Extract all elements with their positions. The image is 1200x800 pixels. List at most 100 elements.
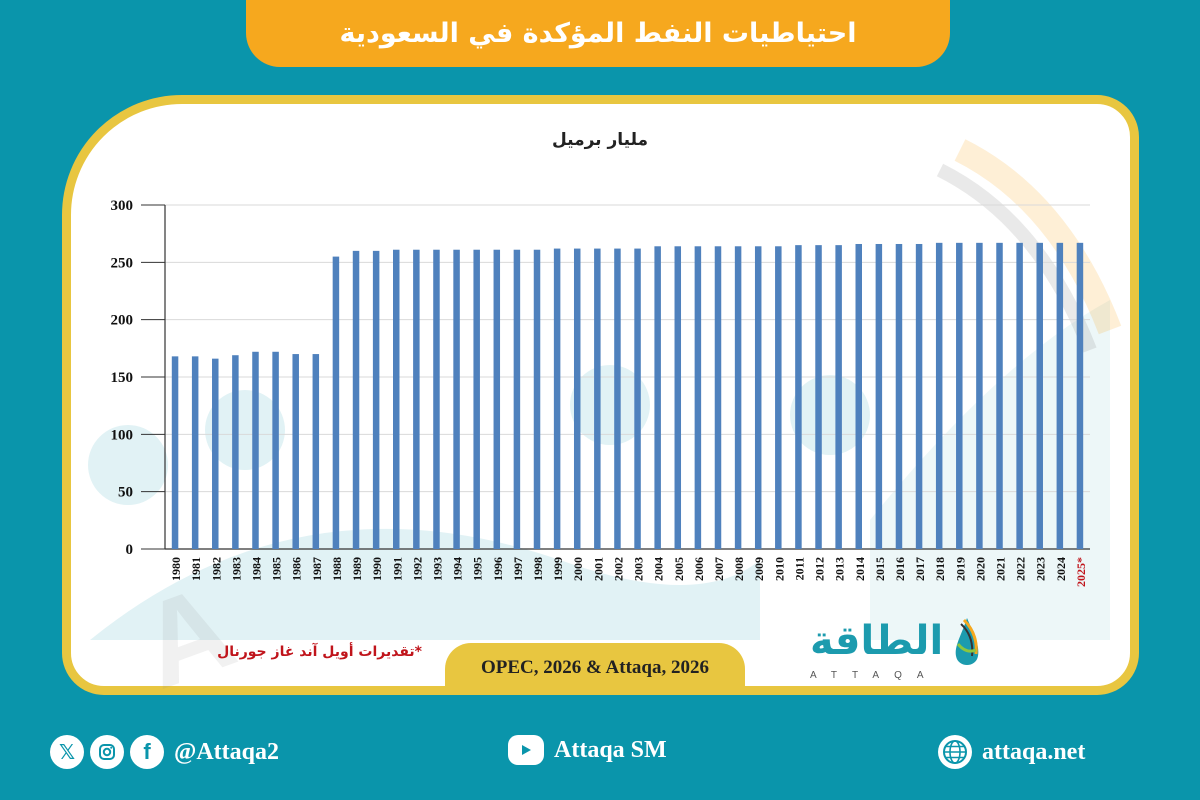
- x-tick-label: 2002: [611, 557, 625, 581]
- bar: [573, 248, 581, 549]
- bar: [453, 249, 460, 549]
- youtube-channel[interactable]: Attaqa SM: [554, 736, 667, 763]
- bar: [413, 249, 420, 549]
- logo-english: ATTAQA: [810, 670, 939, 681]
- chart-unit-label: مليار برميل: [551, 130, 649, 150]
- x-tick-label: 2025*: [1074, 557, 1088, 587]
- y-tick-label: 0: [126, 542, 134, 558]
- x-tick-label: 2013: [833, 557, 847, 581]
- x-tick-label: 2005: [672, 557, 686, 581]
- bar: [1016, 242, 1023, 549]
- bar: [372, 250, 380, 549]
- x-tick-label: 2001: [591, 557, 605, 581]
- bar: [212, 358, 219, 549]
- bar: [694, 246, 702, 549]
- bar: [191, 356, 199, 549]
- x-tick-label: 1992: [410, 557, 424, 581]
- youtube-icon[interactable]: [508, 735, 544, 765]
- x-tick-label: 1996: [491, 557, 505, 581]
- bar: [976, 242, 983, 549]
- facebook-icon[interactable]: f: [130, 735, 164, 769]
- bar: [171, 356, 179, 549]
- y-tick-label: 250: [111, 255, 134, 271]
- website-link[interactable]: attaqa.net: [982, 738, 1086, 765]
- bar: [1056, 242, 1064, 549]
- x-tick-label: 1993: [430, 557, 444, 581]
- x-tick-label: 2009: [752, 557, 766, 581]
- x-tick-label: 2012: [813, 557, 827, 581]
- x-tick-label: 1989: [350, 557, 364, 581]
- logo-arabic: الطاقة: [810, 618, 944, 664]
- instagram-icon[interactable]: [90, 735, 124, 769]
- bar: [775, 246, 782, 549]
- x-tick-label: 2022: [1014, 557, 1028, 581]
- estimate-note: *تقديرات أويل آند غاز جورنال: [217, 644, 422, 660]
- x-tick-label: 1983: [229, 557, 243, 581]
- bar: [634, 248, 641, 549]
- bar: [795, 245, 802, 549]
- x-tick-label: 1999: [551, 557, 565, 581]
- social-handle[interactable]: @Attaqa2: [174, 738, 279, 765]
- x-tick-label: 2023: [1034, 557, 1048, 581]
- bar: [292, 354, 299, 549]
- x-tick-label: 1994: [451, 557, 465, 581]
- bar: [232, 355, 239, 549]
- bar: [915, 243, 923, 549]
- x-tick-label: 1980: [169, 557, 183, 581]
- x-tick-label: 2014: [853, 557, 867, 581]
- x-tick-label: 2020: [973, 557, 987, 581]
- x-tick-label: 1995: [471, 557, 485, 581]
- x-tick-label: 2004: [652, 557, 666, 581]
- x-tick-label: 2017: [913, 557, 927, 581]
- x-tick-label: 2018: [933, 557, 947, 581]
- x-tick-label: 1984: [249, 557, 263, 581]
- x-tick-label: 2000: [571, 557, 585, 581]
- bar: [734, 246, 742, 549]
- x-tick-label: 2021: [994, 557, 1008, 581]
- bar: [513, 249, 521, 549]
- source-text: OPEC, 2026 & Attaqa, 2026: [481, 657, 709, 678]
- x-tick-label: 2019: [953, 557, 967, 581]
- x-tick-label: 2011: [792, 557, 806, 580]
- title-banner: احتياطيات النفط المؤكدة في السعودية: [246, 0, 950, 67]
- x-tick-label: 2008: [732, 557, 746, 581]
- page-title: احتياطيات النفط المؤكدة في السعودية: [339, 18, 857, 49]
- bar: [533, 249, 541, 549]
- x-tick-label: 1990: [370, 557, 384, 581]
- y-tick-label: 300: [111, 198, 134, 214]
- x-tick-label: 1986: [290, 557, 304, 581]
- x-icon[interactable]: 𝕏: [50, 735, 84, 769]
- x-tick-label: 2024: [1054, 557, 1068, 581]
- bar: [272, 351, 279, 549]
- x-tick-label: 1981: [189, 557, 203, 581]
- bar: [815, 245, 822, 549]
- y-tick-label: 200: [111, 313, 134, 329]
- x-tick-label: 1982: [209, 557, 223, 581]
- bar: [553, 248, 561, 549]
- bar: [1036, 242, 1043, 549]
- bar-chart: 0 50 100 150 200 250 300 1980 1981 1982 1983 1984 19…: [111, 198, 1090, 587]
- globe-icon[interactable]: [938, 735, 972, 769]
- x-tick-label: 1991: [390, 557, 404, 581]
- x-tick-label: 1998: [531, 557, 545, 581]
- bar: [1076, 242, 1084, 549]
- x-tick-label: 1987: [310, 557, 324, 581]
- bar: [493, 249, 501, 549]
- bar: [935, 242, 943, 549]
- x-tick-label: 1997: [511, 557, 525, 581]
- attaqa-logo: الطاقة ATTAQA: [800, 618, 1020, 688]
- bar: [714, 246, 722, 549]
- bar: [855, 243, 862, 549]
- bar: [956, 242, 963, 549]
- bar: [312, 354, 320, 549]
- y-tick-label: 150: [111, 370, 134, 386]
- x-tick-label: 2010: [772, 557, 786, 581]
- bar: [473, 249, 480, 549]
- bar: [674, 246, 682, 549]
- bar: [393, 249, 400, 549]
- bar: [352, 250, 360, 549]
- bar: [594, 248, 601, 549]
- x-tick-label: 1985: [270, 557, 284, 581]
- bar: [754, 246, 762, 549]
- bar: [614, 248, 621, 549]
